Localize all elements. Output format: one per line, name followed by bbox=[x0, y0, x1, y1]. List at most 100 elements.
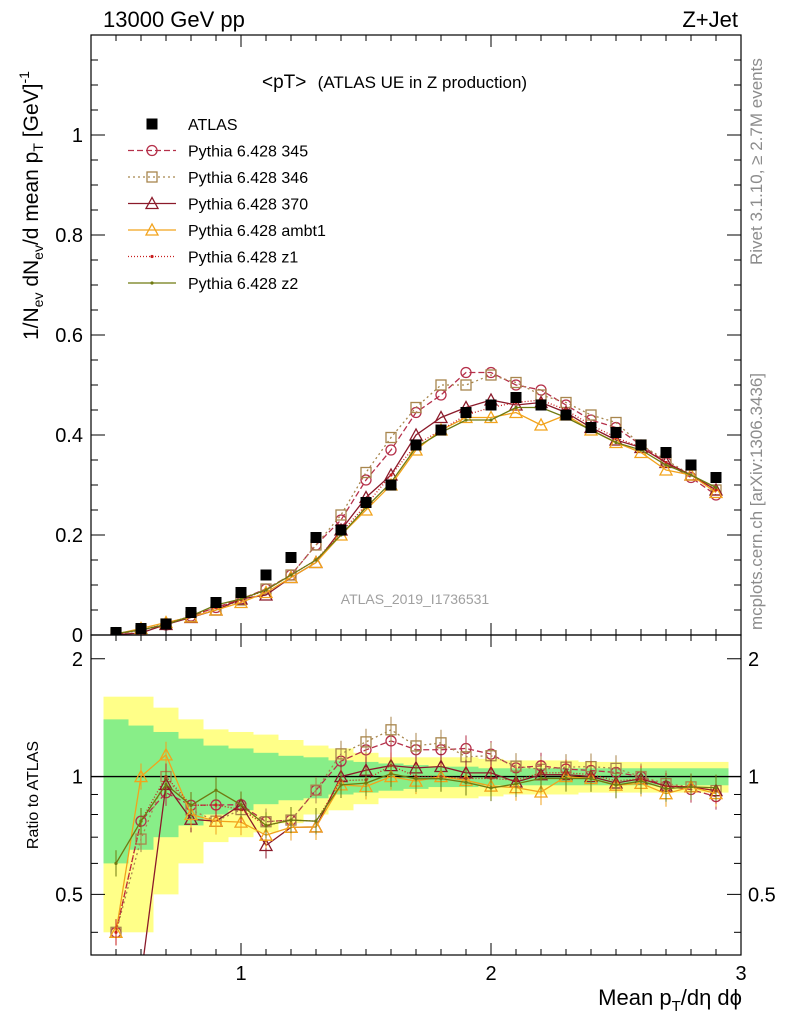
x-tick-label: 3 bbox=[735, 963, 746, 985]
series-5-ratio-point bbox=[589, 777, 593, 781]
plot-title: <pT> (ATLAS UE in Z production) bbox=[262, 72, 527, 93]
ratio-y-tick-label: 1 bbox=[72, 767, 83, 789]
ylabel-part-1: 1/N bbox=[20, 307, 43, 340]
legend-marker bbox=[146, 171, 158, 183]
series-1-point bbox=[460, 379, 472, 391]
ylabel-exponent: -1 bbox=[16, 71, 32, 84]
legend: ATLAS Pythia 6.428 345 Pythia 6.428 346 Pyt… bbox=[128, 117, 326, 293]
series-5-ratio-point bbox=[439, 777, 443, 781]
rivet-version-label: Rivet 3.1.10, ≥ 2.7M events bbox=[747, 58, 766, 265]
atlas-data-point bbox=[210, 597, 222, 608]
series-5-ratio-point bbox=[414, 777, 418, 781]
collision-energy-label: 13000 GeV pp bbox=[103, 7, 245, 32]
ratio-y-tick-label: 0.5 bbox=[55, 884, 83, 906]
series-5-point bbox=[614, 440, 618, 445]
xlabel-part-2: /dη dϕ bbox=[681, 985, 742, 1010]
series-4-point bbox=[389, 473, 393, 477]
series-5-ratio-point bbox=[689, 785, 693, 789]
legend-entry: Pythia 6.428 z2 bbox=[128, 276, 298, 293]
series-1-ratio-point bbox=[335, 748, 347, 760]
series-2-point bbox=[658, 455, 674, 469]
series-2-point bbox=[608, 432, 624, 446]
series-3-point bbox=[208, 602, 224, 616]
legend-label: Pythia 6.428 z2 bbox=[188, 276, 298, 293]
ratio-band-inner bbox=[278, 755, 304, 801]
series-3-ratio-point bbox=[258, 827, 274, 841]
atlas-data-point bbox=[460, 407, 472, 418]
series-5-ratio-point bbox=[214, 788, 218, 792]
legend-entry: Pythia 6.428 345 bbox=[128, 144, 308, 161]
series-5-ratio-point bbox=[314, 819, 318, 823]
series-1-point bbox=[485, 369, 497, 381]
process-label: Z+Jet bbox=[682, 7, 738, 32]
legend-marker bbox=[144, 222, 160, 236]
ratio-band-inner bbox=[103, 719, 129, 864]
series-0-point bbox=[435, 389, 447, 401]
series-5-ratio-point bbox=[139, 819, 143, 823]
watermark-analysis-id: ATLAS_2019_I1736531 bbox=[341, 591, 490, 607]
ratio-plot-panel: 1 2 3 0.5 0.5 1 1 2 2 Ratio to ATLAS bbox=[25, 634, 776, 985]
y-tick-label: 0.4 bbox=[55, 425, 83, 447]
atlas-data-point bbox=[535, 399, 547, 411]
legend-marker bbox=[150, 254, 154, 259]
atlas-data-point bbox=[160, 618, 172, 630]
atlas-data-point bbox=[135, 623, 147, 634]
series-5-ratio-point bbox=[264, 823, 268, 828]
series-4-ratio-point bbox=[214, 803, 218, 807]
x-tick-label: 2 bbox=[485, 963, 496, 985]
y-tick-label: 0.8 bbox=[55, 225, 83, 247]
y-tick-label: 0.2 bbox=[55, 525, 83, 547]
series-5-point bbox=[664, 463, 668, 467]
series-3-point bbox=[708, 485, 724, 499]
legend-entry: Pythia 6.428 346 bbox=[128, 170, 308, 187]
legend-marker bbox=[150, 281, 154, 285]
main-y-axis-label: 1/Nev dNev/d mean pT [GeV]-1 bbox=[16, 71, 46, 340]
series-1-point bbox=[385, 431, 397, 444]
series-4-point bbox=[664, 460, 668, 465]
atlas-data-point bbox=[710, 472, 722, 483]
atlas-data-point bbox=[235, 587, 247, 598]
series-3-point bbox=[358, 502, 374, 516]
x-axis-label: Mean pT/dη dϕ bbox=[598, 985, 742, 1015]
series-5-ratio-point bbox=[489, 786, 493, 790]
series-2-ratio-point bbox=[135, 971, 147, 982]
legend-entry: Pythia 6.428 ambt1 bbox=[128, 222, 326, 240]
series-5-point bbox=[464, 418, 468, 422]
series-1-point bbox=[435, 379, 447, 391]
plot-title-main: <pT> bbox=[262, 72, 306, 93]
atlas-data-point bbox=[385, 479, 397, 491]
series-5-point bbox=[514, 405, 518, 410]
series-5-point bbox=[689, 473, 693, 477]
series-5-ratio-point bbox=[664, 787, 668, 791]
series-5-ratio-point bbox=[539, 776, 543, 781]
atlas-data-point bbox=[585, 422, 597, 433]
ylabel-sub-1: ev bbox=[30, 293, 46, 308]
legend-marker bbox=[144, 196, 160, 210]
legend-label: Pythia 6.428 370 bbox=[188, 197, 308, 214]
series-5-ratio-point bbox=[289, 818, 293, 822]
atlas-data-point bbox=[635, 439, 647, 451]
series-5-point bbox=[489, 418, 493, 422]
series-4-point bbox=[714, 488, 718, 492]
atlas-data-point bbox=[335, 524, 347, 536]
ratio-y-tick-label-right: 2 bbox=[748, 649, 759, 671]
y-tick-label: 1 bbox=[72, 125, 83, 147]
ylabel-part-3: /d mean p bbox=[20, 152, 43, 245]
series-1-point bbox=[335, 509, 347, 521]
series-0-point bbox=[385, 444, 397, 456]
series-1-point bbox=[360, 466, 372, 479]
ratio-y-tick-label-right: 0.5 bbox=[748, 884, 776, 906]
series-1-point bbox=[585, 409, 597, 421]
series-5-point bbox=[264, 588, 268, 592]
series-3-ratio-point bbox=[158, 747, 174, 761]
legend-entry: Pythia 6.428 370 bbox=[128, 196, 308, 214]
series-2-point bbox=[508, 397, 524, 411]
series-5-ratio-point bbox=[164, 782, 168, 787]
atlas-data bbox=[110, 392, 722, 635]
legend-label: Pythia 6.428 ambt1 bbox=[188, 223, 326, 240]
series-1-ratio-point bbox=[310, 784, 322, 796]
series-0-point bbox=[460, 366, 472, 379]
series-5-ratio-point bbox=[564, 776, 568, 781]
series-3-point bbox=[483, 410, 499, 424]
